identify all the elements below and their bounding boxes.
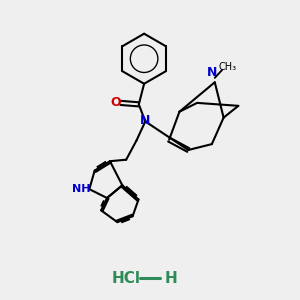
Text: O: O <box>110 96 121 110</box>
Text: N: N <box>207 66 218 80</box>
Text: HCl: HCl <box>112 271 141 286</box>
Text: CH₃: CH₃ <box>218 62 236 72</box>
Text: NH: NH <box>72 184 90 194</box>
Text: N: N <box>140 114 151 127</box>
Text: H: H <box>164 271 177 286</box>
